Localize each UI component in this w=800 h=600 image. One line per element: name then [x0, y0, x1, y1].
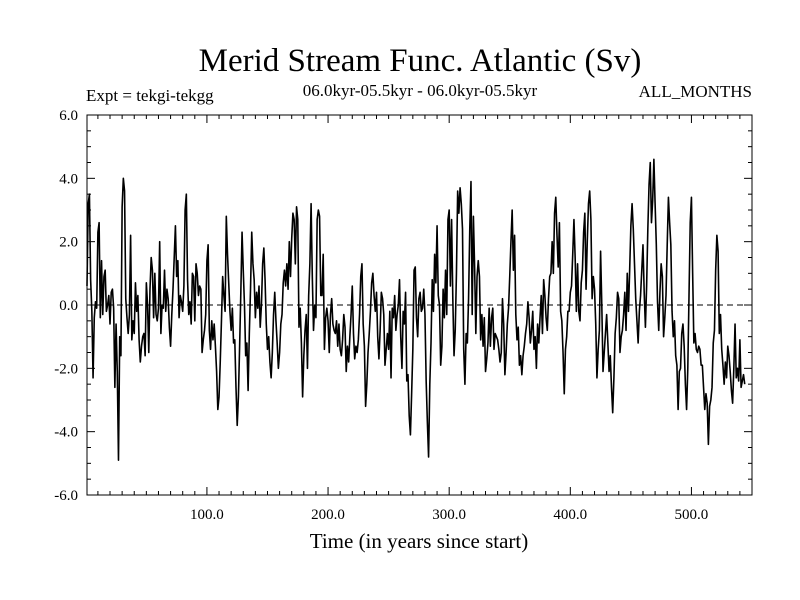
y-tick-label: 2.0: [59, 235, 78, 251]
x-tick-label: 300.0: [432, 507, 466, 523]
plot-area: -6.0 -4.0 -2.0 0.0 2.0 4.0 6.0 100.0 200.0 300.0 4…: [54, 108, 753, 523]
y-tick-label: -2.0: [54, 361, 78, 377]
months-label: ALL_MONTHS: [639, 82, 752, 101]
period-label: 06.0kyr-05.5kyr - 06.0kyr-05.5kyr: [303, 81, 538, 100]
x-tick-label: 500.0: [675, 507, 709, 523]
chart-title: Merid Stream Func. Atlantic (Sv): [199, 43, 642, 79]
y-tick-label: 6.0: [59, 108, 78, 124]
y-tick-label: -6.0: [54, 488, 78, 504]
y-tick-label: 0.0: [59, 298, 78, 314]
y-tick-label: -4.0: [54, 425, 78, 441]
x-tick-label: 400.0: [553, 507, 587, 523]
y-tick-label: 4.0: [59, 171, 78, 187]
data-series-line: [86, 158, 746, 461]
experiment-label: Expt = tekgi-tekgg: [86, 86, 214, 105]
x-tick-label: 100.0: [190, 507, 224, 523]
x-axis-label: Time (in years since start): [310, 529, 529, 553]
x-tick-label: 200.0: [311, 507, 345, 523]
